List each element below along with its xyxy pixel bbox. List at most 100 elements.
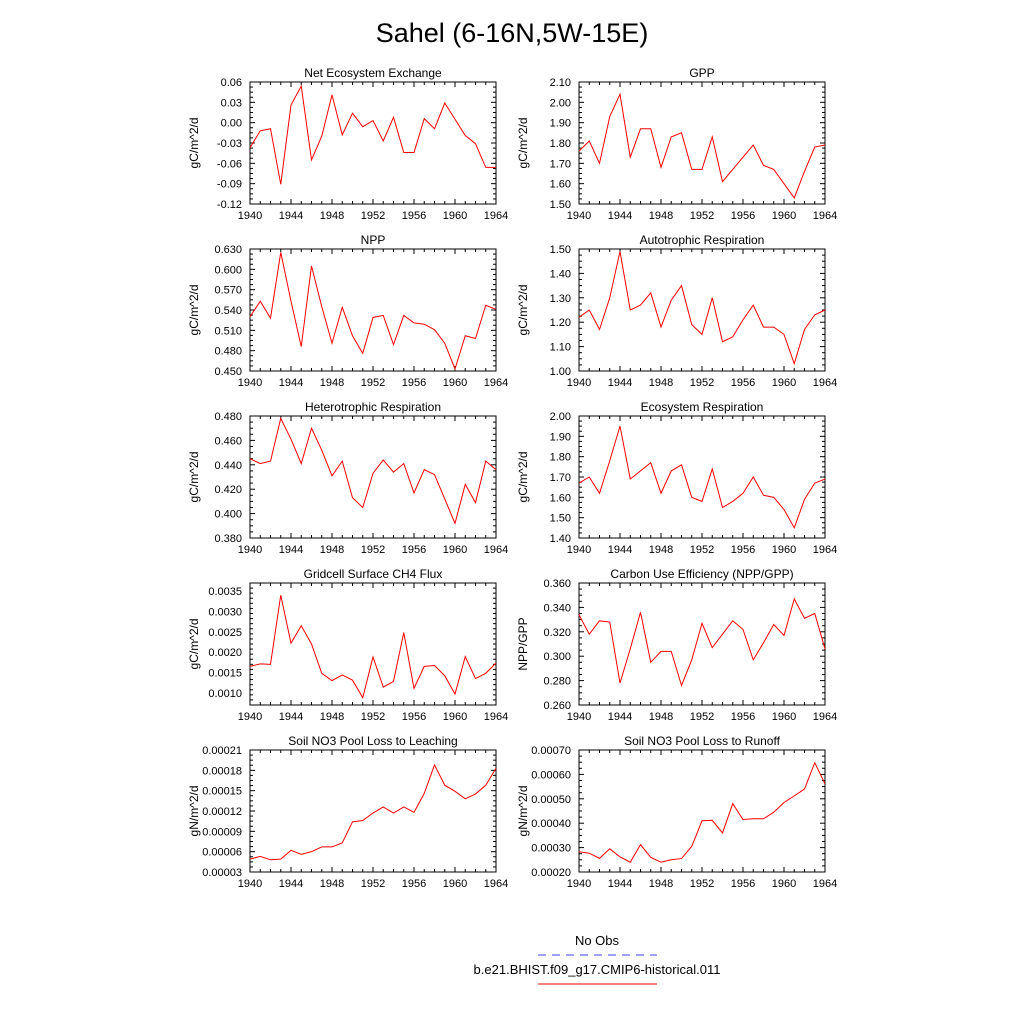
chart-title: Soil NO3 Pool Loss to Runoff — [624, 734, 781, 748]
y-tick-label: 1.70 — [550, 158, 571, 170]
x-tick-label: 1960 — [772, 878, 796, 890]
y-tick-label: 1.50 — [550, 244, 571, 256]
y-tick-label: 0.360 — [543, 578, 571, 590]
x-tick-label: 1956 — [731, 544, 755, 556]
y-tick-label: 1.70 — [550, 472, 571, 484]
x-tick-label: 1964 — [813, 878, 837, 890]
y-tick-label: 0.0030 — [208, 606, 242, 618]
chart-carbon-use-efficiency-npp-gpp: Carbon Use Efficiency (NPP/GPP) NPP/GPP 19… — [516, 567, 837, 723]
y-tick-label: 1.80 — [550, 138, 571, 150]
y-tick-label: -0.03 — [217, 138, 242, 150]
x-tick-label: 1948 — [320, 878, 344, 890]
x-tick-label: 1964 — [813, 210, 837, 222]
legend: No Obs b.e21.BHIST.f09_g17.CMIP6-histori… — [474, 933, 720, 985]
y-tick-label: 0.260 — [543, 700, 571, 712]
y-tick-label: 0.06 — [221, 77, 242, 89]
plot-frame — [249, 415, 497, 539]
x-tick-label: 1944 — [279, 711, 303, 723]
y-tick-label: -0.12 — [217, 199, 242, 211]
chart-title: Gridcell Surface CH4 Flux — [304, 567, 443, 581]
y-tick-label: 0.480 — [214, 346, 242, 358]
chart-title: Soil NO3 Pool Loss to Leaching — [288, 734, 457, 748]
x-tick-label: 1952 — [361, 544, 385, 556]
y-tick-label: 0.0035 — [208, 586, 242, 598]
x-tick-label: 1964 — [484, 377, 508, 389]
series-line — [249, 595, 497, 699]
series-line — [578, 251, 826, 366]
chart-title: Carbon Use Efficiency (NPP/GPP) — [610, 567, 793, 581]
x-tick-label: 1944 — [279, 210, 303, 222]
plot-frame — [578, 81, 826, 205]
chart-title: Heterotrophic Respiration — [305, 400, 441, 414]
y-tick-label: 1.60 — [550, 492, 571, 504]
y-tick-label: 2.00 — [550, 97, 571, 109]
y-tick-label: 0.00012 — [202, 806, 242, 818]
x-tick-label: 1944 — [608, 544, 632, 556]
plot-frame — [578, 415, 826, 539]
x-tick-label: 1944 — [279, 878, 303, 890]
series-line — [249, 416, 497, 525]
y-tick-label: 0.540 — [214, 305, 242, 317]
y-tick-label: 0.00040 — [531, 818, 571, 830]
series-line — [249, 252, 497, 371]
x-tick-label: 1960 — [772, 210, 796, 222]
plot-frame — [249, 248, 497, 372]
chart-gridcell-surface-ch4-flux: Gridcell Surface CH4 Flux gC/m^2/d 1940 194… — [187, 567, 508, 723]
y-tick-label: 1.90 — [550, 431, 571, 443]
chart-panels: Net Ecosystem Exchange gC/m^2/d 1940 1944 19… — [187, 66, 837, 890]
y-tick-label: 0.320 — [543, 627, 571, 639]
series-line — [578, 426, 826, 530]
y-tick-label: -0.09 — [217, 179, 242, 191]
x-tick-label: 1964 — [813, 711, 837, 723]
x-tick-label: 1964 — [813, 544, 837, 556]
y-tick-label: 1.50 — [550, 513, 571, 525]
y-tick-label: 2.10 — [550, 77, 571, 89]
x-tick-label: 1940 — [238, 544, 262, 556]
y-tick-label: 0.420 — [214, 484, 242, 496]
y-tick-label: 0.00009 — [202, 826, 242, 838]
y-tick-label: 0.00060 — [531, 769, 571, 781]
y-tick-label: 0.00030 — [531, 843, 571, 855]
x-tick-label: 1944 — [608, 878, 632, 890]
x-tick-label: 1952 — [361, 210, 385, 222]
y-axis-label: gC/m^2/d — [516, 118, 530, 169]
y-tick-label: 0.0015 — [208, 667, 242, 679]
y-tick-label: 0.00015 — [202, 786, 242, 798]
x-tick-label: 1948 — [320, 377, 344, 389]
x-tick-label: 1952 — [690, 210, 714, 222]
x-tick-label: 1944 — [608, 377, 632, 389]
y-axis-label: gC/m^2/d — [516, 285, 530, 336]
series-line — [578, 92, 826, 199]
x-tick-label: 1948 — [320, 210, 344, 222]
y-tick-label: 1.90 — [550, 118, 571, 130]
x-tick-label: 1952 — [690, 711, 714, 723]
x-tick-label: 1952 — [690, 878, 714, 890]
y-tick-label: 0.0010 — [208, 688, 242, 700]
x-tick-label: 1960 — [443, 377, 467, 389]
y-axis-label: gN/m^2/d — [516, 786, 530, 837]
x-tick-label: 1964 — [484, 210, 508, 222]
chart-title: Net Ecosystem Exchange — [304, 66, 442, 80]
y-tick-label: 0.00050 — [531, 794, 571, 806]
y-tick-label: 1.00 — [550, 366, 571, 378]
y-tick-label: 0.510 — [214, 325, 242, 337]
y-tick-label: 1.30 — [550, 293, 571, 305]
y-tick-label: 0.600 — [214, 264, 242, 276]
x-tick-label: 1952 — [690, 377, 714, 389]
x-tick-label: 1948 — [649, 544, 673, 556]
y-tick-label: 0.00003 — [202, 867, 242, 879]
y-tick-label: 0.380 — [214, 533, 242, 545]
y-tick-label: 1.40 — [550, 533, 571, 545]
x-tick-label: 1944 — [608, 210, 632, 222]
chart-soil-no3-pool-loss-to-leaching: Soil NO3 Pool Loss to Leaching gN/m^2/d 19… — [187, 734, 508, 890]
y-tick-label: 1.80 — [550, 452, 571, 464]
plot-frame — [249, 582, 497, 706]
y-tick-label: 0.00018 — [202, 765, 242, 777]
y-axis-label: gC/m^2/d — [516, 452, 530, 503]
y-tick-label: 0.340 — [543, 602, 571, 614]
series-line — [249, 763, 497, 861]
x-tick-label: 1964 — [813, 377, 837, 389]
x-tick-label: 1956 — [402, 711, 426, 723]
y-tick-label: 0.440 — [214, 460, 242, 472]
